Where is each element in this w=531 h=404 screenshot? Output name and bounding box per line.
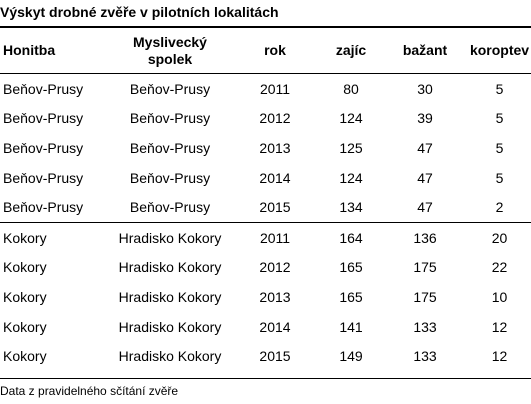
- table-title: Výskyt drobné zvěře v pilotních lokalitá…: [0, 4, 279, 20]
- column-header-zajic: zajíc: [320, 28, 382, 74]
- cell-honitba: Beňov-Prusy: [3, 80, 84, 97]
- cell-honitba: Kokory: [3, 348, 47, 365]
- cell-koroptev: 5: [495, 139, 504, 156]
- table-row: Kokory Hradisko Kokory 2014 141 133 12: [0, 312, 531, 342]
- cell-zajic: 141: [339, 318, 363, 335]
- bottom-rule: [0, 378, 531, 379]
- cell-zajic: 124: [339, 110, 363, 127]
- column-header-myslivecky-spolek: Myslivecký spolek: [110, 28, 230, 74]
- cell-rok: 2014: [259, 169, 291, 186]
- cell-zajic: 149: [339, 348, 363, 365]
- cell-myslivecky-spolek: Beňov-Prusy: [129, 199, 211, 216]
- top-rule: [0, 26, 531, 28]
- cell-zajic: 165: [339, 259, 363, 276]
- cell-honitba: Beňov-Prusy: [3, 199, 84, 216]
- cell-bazant: 175: [413, 288, 437, 305]
- cell-zajic: 164: [320, 221, 382, 253]
- cell-myslivecky-spolek: Hradisko Kokory: [118, 348, 222, 365]
- cell-rok: 2012: [259, 110, 291, 127]
- cell-rok: 2013: [259, 288, 291, 305]
- table-row: Beňov-Prusy Beňov-Prusy 2011 80 30 5: [0, 74, 531, 104]
- cell-myslivecky-spolek: Beňov-Prusy: [129, 80, 211, 97]
- cell-bazant: 30: [417, 80, 433, 97]
- table-row: Kokory Hradisko Kokory 2013 165 175 10: [0, 282, 531, 312]
- cell-koroptev: 20: [468, 221, 531, 253]
- table-row: Kokory Hradisko Kokory 2015 149 133 12: [0, 341, 531, 371]
- table-row: Beňov-Prusy Beňov-Prusy 2014 124 47 5: [0, 163, 531, 193]
- data-table: Honitba Myslivecký spolek rok zajíc baža…: [0, 28, 531, 371]
- table-row: Beňov-Prusy Beňov-Prusy 2015 134 47 2: [0, 192, 531, 222]
- cell-honitba: Kokory: [3, 318, 47, 335]
- cell-honitba: Beňov-Prusy: [3, 110, 84, 127]
- column-header-honitba: Honitba: [0, 28, 110, 74]
- cell-bazant: 175: [413, 259, 437, 276]
- header-row: Honitba Myslivecký spolek rok zajíc baža…: [0, 28, 531, 74]
- cell-rok: 2012: [259, 259, 291, 276]
- table-row: Beňov-Prusy Beňov-Prusy 2012 124 39 5: [0, 104, 531, 134]
- cell-bazant: 47: [417, 139, 433, 156]
- cell-bazant: 47: [417, 169, 433, 186]
- cell-zajic: 80: [343, 80, 359, 97]
- cell-bazant: 136: [382, 221, 468, 253]
- cell-myslivecky-spolek: Beňov-Prusy: [129, 139, 211, 156]
- cell-koroptev: 5: [495, 80, 504, 97]
- cell-rok: 2011: [259, 80, 291, 97]
- cell-rok: 2015: [259, 199, 291, 216]
- cell-koroptev: 2: [495, 199, 504, 216]
- cell-koroptev: 12: [491, 348, 508, 365]
- cell-honitba: Beňov-Prusy: [3, 169, 84, 186]
- table-body: Beňov-Prusy Beňov-Prusy 2011 80 30 5 Beňov-Pru…: [0, 74, 531, 371]
- source-note: Data z pravidelného sčítání zvěře: [0, 384, 179, 398]
- cell-bazant: 47: [417, 199, 433, 216]
- cell-koroptev: 10: [491, 288, 508, 305]
- column-header-rok: rok: [230, 28, 320, 74]
- cell-honitba: Kokory: [3, 288, 47, 305]
- cell-honitba: Beňov-Prusy: [3, 139, 84, 156]
- cell-bazant: 133: [413, 318, 437, 335]
- cell-rok: 2011: [230, 221, 320, 253]
- cell-zajic: 125: [339, 139, 363, 156]
- cell-myslivecky-spolek: Beňov-Prusy: [129, 110, 211, 127]
- cell-rok: 2013: [259, 139, 291, 156]
- cell-koroptev: 5: [495, 110, 504, 127]
- cell-myslivecky-spolek: Hradisko Kokory: [110, 221, 230, 253]
- cell-rok: 2015: [259, 348, 291, 365]
- cell-honitba: Kokory: [3, 259, 47, 276]
- table-row: Beňov-Prusy Beňov-Prusy 2013 125 47 5: [0, 133, 531, 163]
- table-row: Kokory Hradisko Kokory 2011 164 136 20: [0, 221, 531, 253]
- cell-myslivecky-spolek: Beňov-Prusy: [129, 169, 211, 186]
- cell-bazant: 133: [413, 348, 437, 365]
- column-header-bazant: bažant: [382, 28, 468, 74]
- column-header-koroptev: koroptev: [468, 28, 531, 74]
- cell-zajic: 134: [339, 199, 363, 216]
- cell-myslivecky-spolek: Hradisko Kokory: [118, 318, 222, 335]
- cell-zajic: 124: [339, 169, 363, 186]
- cell-rok: 2014: [259, 318, 291, 335]
- cell-koroptev: 5: [495, 169, 504, 186]
- cell-zajic: 165: [339, 288, 363, 305]
- cell-myslivecky-spolek: Hradisko Kokory: [118, 259, 222, 276]
- cell-bazant: 39: [417, 110, 433, 127]
- cell-honitba: Kokory: [0, 221, 110, 253]
- cell-koroptev: 12: [491, 318, 508, 335]
- cell-koroptev: 22: [491, 259, 508, 276]
- table-row: Kokory Hradisko Kokory 2012 165 175 22: [0, 253, 531, 283]
- cell-myslivecky-spolek: Hradisko Kokory: [118, 288, 222, 305]
